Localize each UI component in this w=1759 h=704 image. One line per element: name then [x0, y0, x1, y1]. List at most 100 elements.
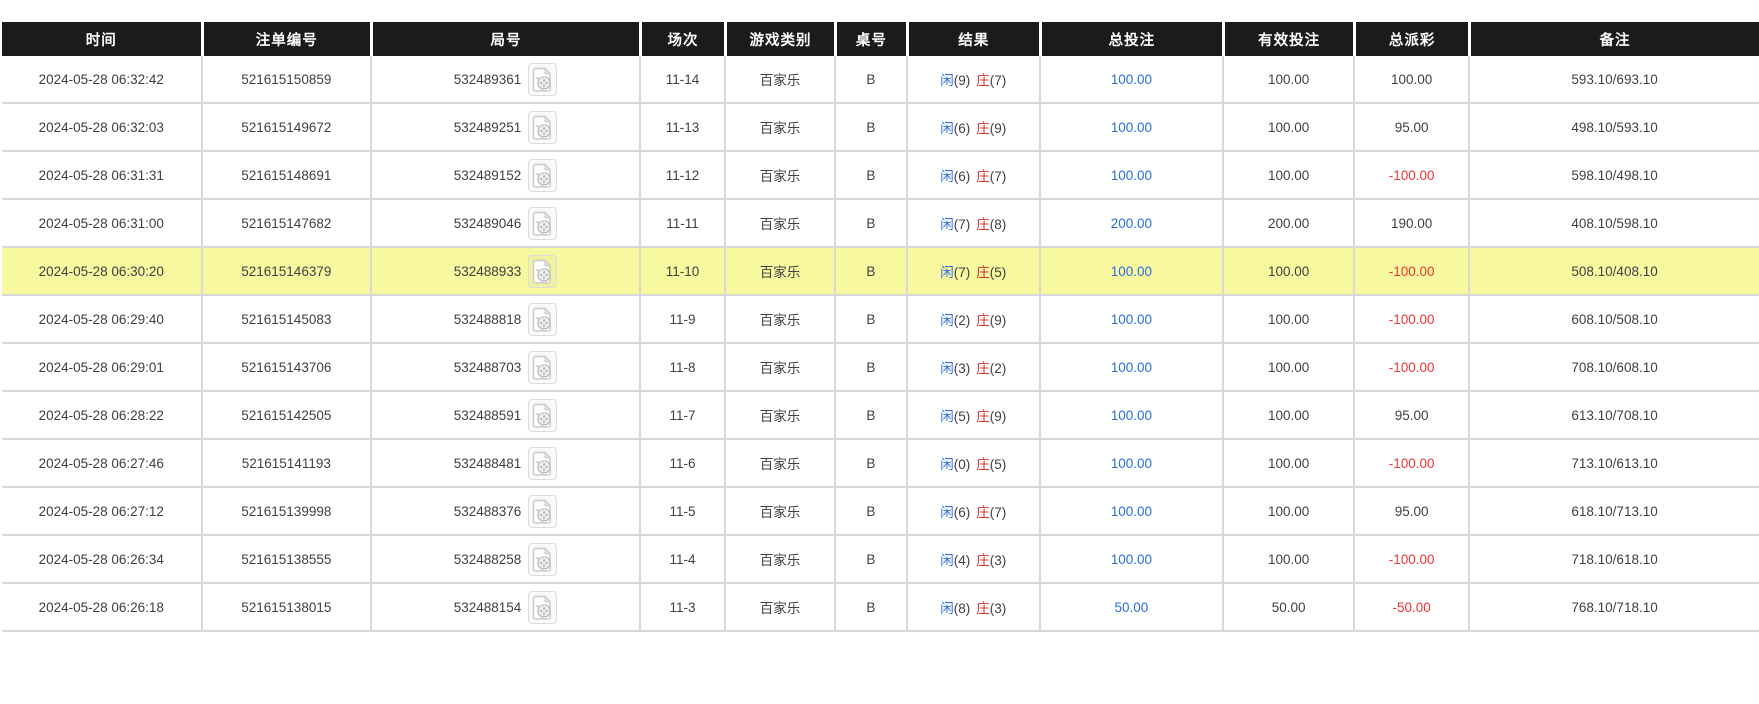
cell-table-no: B [833, 392, 906, 440]
remark-value: 408.10/598.10 [1571, 215, 1658, 231]
total-bet-link[interactable]: 100.00 [1110, 71, 1153, 87]
cell-bet-id: 521615145083 [200, 296, 371, 344]
cell-game-type: 百家乐 [724, 248, 834, 296]
valid-bet-value: 100.00 [1267, 311, 1310, 327]
round-id-value: 532488933 [453, 263, 522, 279]
total-bet-link[interactable]: 100.00 [1110, 503, 1153, 519]
cell-round-id: 532488703 [370, 344, 639, 392]
game-type-value: 百家乐 [759, 601, 801, 616]
cell-total-bet: 50.00 [1038, 584, 1223, 632]
video-replay-button[interactable] [528, 206, 558, 240]
banker-result-label: 庄 [976, 121, 990, 136]
total-bet-link[interactable]: 50.00 [1114, 599, 1149, 615]
valid-bet-value: 100.00 [1267, 71, 1310, 87]
total-bet-link[interactable]: 100.00 [1110, 311, 1153, 327]
video-replay-button[interactable] [528, 62, 558, 96]
total-bet-link[interactable]: 100.00 [1110, 407, 1153, 423]
payout-value: -100.00 [1388, 455, 1435, 471]
player-result-label: 闲 [940, 169, 954, 184]
cell-bet-id: 521615139998 [200, 488, 371, 536]
column-header-payout: 总派彩 [1353, 22, 1469, 56]
video-replay-button[interactable] [528, 494, 558, 528]
banker-result-label: 庄 [976, 457, 990, 472]
video-replay-button[interactable] [528, 302, 558, 336]
header-row: 时间 注单编号 局号 场次 游戏类别 桌号 结果 总投注 有效投注 总派彩 备注 [2, 22, 1759, 56]
round-id-value: 532488591 [453, 407, 522, 423]
time-value: 2024-05-28 06:26:18 [38, 599, 164, 615]
column-header-valid-bet: 有效投注 [1222, 22, 1354, 56]
round-id-value: 532488703 [453, 359, 522, 375]
video-replay-icon [533, 66, 552, 92]
column-header-game-type: 游戏类别 [724, 22, 834, 56]
cell-remark: 498.10/593.10 [1468, 104, 1759, 152]
cell-payout: 95.00 [1353, 392, 1469, 440]
video-replay-icon [533, 114, 552, 140]
cell-session: 11-3 [638, 584, 725, 632]
player-result-score: (7) [953, 265, 971, 280]
table-row: 2024-05-28 06:32:42 521615150859 5324893… [2, 56, 1759, 104]
cell-bet-id: 521615146379 [200, 248, 371, 296]
banker-result-label: 庄 [976, 553, 990, 568]
player-result-label: 闲 [940, 409, 954, 424]
cell-game-type: 百家乐 [724, 488, 834, 536]
cell-session: 11-5 [638, 488, 725, 536]
cell-bet-id: 521615150859 [200, 56, 371, 104]
cell-total-bet: 100.00 [1038, 344, 1223, 392]
payout-value: 95.00 [1394, 407, 1429, 423]
total-bet-link[interactable]: 100.00 [1110, 551, 1153, 567]
video-replay-button[interactable] [528, 542, 558, 576]
payout-value: 95.00 [1394, 119, 1429, 135]
video-replay-icon [533, 162, 552, 188]
video-replay-button[interactable] [528, 158, 558, 192]
video-replay-button[interactable] [528, 254, 558, 288]
round-id-value: 532489046 [453, 215, 522, 231]
cell-payout: 100.00 [1353, 56, 1469, 104]
video-replay-button[interactable] [528, 350, 558, 384]
cell-remark: 718.10/618.10 [1468, 536, 1759, 584]
cell-time: 2024-05-28 06:32:03 [2, 104, 201, 152]
cell-result: 闲(2) 庄(9) [905, 296, 1039, 344]
video-replay-icon [533, 258, 552, 284]
cell-valid-bet: 100.00 [1222, 248, 1354, 296]
cell-valid-bet: 100.00 [1222, 536, 1354, 584]
cell-session: 11-6 [638, 440, 725, 488]
video-replay-button[interactable] [528, 398, 558, 432]
table-no-value: B [866, 407, 876, 423]
banker-result-label: 庄 [976, 217, 990, 232]
game-type-value: 百家乐 [759, 361, 801, 376]
cell-payout: 95.00 [1353, 104, 1469, 152]
bet-id-value: 521615141193 [241, 455, 331, 471]
total-bet-link[interactable]: 100.00 [1110, 167, 1153, 183]
table-no-value: B [866, 167, 876, 183]
payout-value: -100.00 [1388, 551, 1435, 567]
bet-id-value: 521615148691 [241, 167, 332, 183]
table-row: 2024-05-28 06:29:40 521615145083 5324888… [2, 296, 1759, 344]
cell-time: 2024-05-28 06:32:42 [2, 56, 201, 104]
player-result-score: (6) [953, 505, 971, 520]
cell-table-no: B [833, 296, 906, 344]
round-id-value: 532488376 [453, 503, 522, 519]
total-bet-link[interactable]: 100.00 [1110, 455, 1153, 471]
column-header-bet-id: 注单编号 [200, 22, 371, 56]
cell-payout: -100.00 [1353, 152, 1469, 200]
total-bet-link[interactable]: 200.00 [1110, 215, 1153, 231]
cell-table-no: B [833, 536, 906, 584]
cell-session: 11-12 [638, 152, 725, 200]
cell-valid-bet: 100.00 [1222, 56, 1354, 104]
total-bet-link[interactable]: 100.00 [1110, 359, 1153, 375]
video-replay-button[interactable] [528, 110, 558, 144]
cell-table-no: B [833, 56, 906, 104]
video-replay-button[interactable] [528, 590, 558, 624]
cell-valid-bet: 50.00 [1222, 584, 1354, 632]
cell-total-bet: 100.00 [1038, 248, 1223, 296]
round-id-value: 532489152 [453, 167, 522, 183]
cell-session: 11-4 [638, 536, 725, 584]
remark-value: 768.10/718.10 [1571, 599, 1658, 615]
valid-bet-value: 200.00 [1267, 215, 1310, 231]
video-replay-button[interactable] [528, 446, 558, 480]
total-bet-link[interactable]: 100.00 [1110, 263, 1153, 279]
player-result-label: 闲 [940, 121, 954, 136]
cell-result: 闲(0) 庄(5) [905, 440, 1039, 488]
cell-game-type: 百家乐 [724, 584, 834, 632]
total-bet-link[interactable]: 100.00 [1110, 119, 1153, 135]
